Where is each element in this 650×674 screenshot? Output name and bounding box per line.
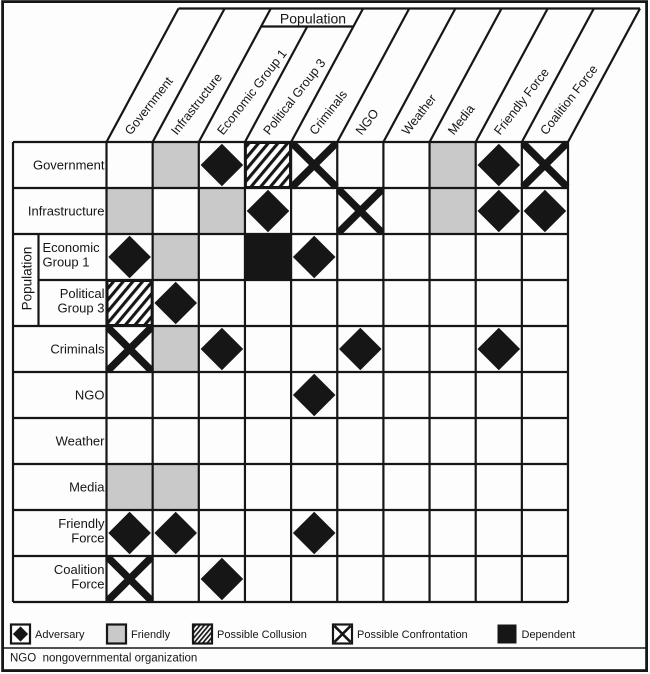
svg-text:Force: Force [71, 576, 104, 591]
svg-text:Population: Population [280, 11, 346, 27]
svg-text:Dependent: Dependent [522, 629, 576, 641]
svg-text:Population: Population [20, 247, 35, 311]
svg-text:Possible Collusion: Possible Collusion [217, 629, 307, 641]
svg-text:Weather: Weather [56, 434, 106, 449]
svg-text:Friendly: Friendly [131, 629, 171, 641]
svg-text:Adversary: Adversary [35, 629, 85, 641]
svg-text:Criminals: Criminals [50, 342, 105, 357]
svg-text:Media: Media [69, 480, 105, 495]
svg-text:Force: Force [71, 530, 104, 545]
svg-text:Political: Political [60, 286, 105, 301]
svg-text:Friendly: Friendly [58, 516, 105, 531]
svg-text:NGO: NGO [75, 388, 105, 403]
svg-text:Coalition: Coalition [54, 562, 105, 577]
svg-text:NGO nongovernmental organizat: NGO nongovernmental organization [10, 653, 197, 665]
svg-text:Economic: Economic [43, 240, 101, 255]
svg-text:Infrastructure: Infrastructure [28, 204, 105, 219]
svg-text:Group 3: Group 3 [58, 300, 105, 315]
svg-text:Group 1: Group 1 [43, 254, 90, 269]
svg-text:Government: Government [33, 158, 105, 173]
svg-text:Possible Confrontation: Possible Confrontation [357, 629, 468, 641]
